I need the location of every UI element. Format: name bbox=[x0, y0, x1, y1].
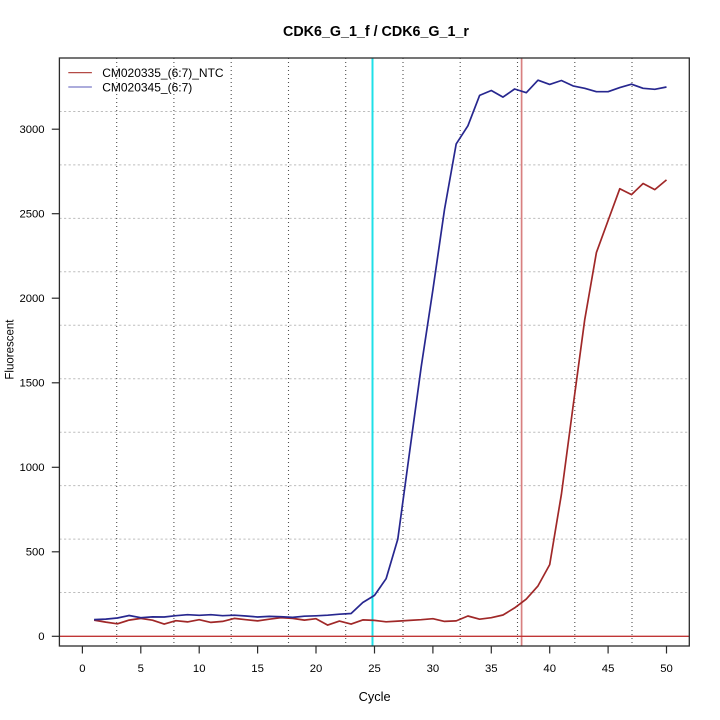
svg-text:0: 0 bbox=[79, 663, 85, 675]
svg-text:1000: 1000 bbox=[19, 462, 44, 474]
svg-text:5: 5 bbox=[138, 663, 144, 675]
svg-text:2500: 2500 bbox=[19, 209, 44, 221]
svg-text:35: 35 bbox=[485, 663, 498, 675]
svg-text:3000: 3000 bbox=[19, 124, 44, 136]
svg-text:40: 40 bbox=[543, 663, 556, 675]
svg-text:1500: 1500 bbox=[19, 378, 44, 390]
svg-text:Cycle: Cycle bbox=[359, 689, 391, 704]
svg-text:15: 15 bbox=[251, 663, 264, 675]
svg-text:CM020345_(6:7): CM020345_(6:7) bbox=[102, 80, 192, 94]
svg-text:45: 45 bbox=[602, 663, 615, 675]
svg-text:50: 50 bbox=[660, 663, 673, 675]
svg-text:30: 30 bbox=[427, 663, 440, 675]
svg-text:20: 20 bbox=[310, 663, 323, 675]
svg-text:CM020335_(6:7)_NTC: CM020335_(6:7)_NTC bbox=[102, 66, 224, 80]
svg-text:500: 500 bbox=[26, 547, 45, 559]
svg-text:2000: 2000 bbox=[19, 293, 44, 305]
svg-text:10: 10 bbox=[193, 663, 206, 675]
svg-text:CDK6_G_1_f / CDK6_G_1_r: CDK6_G_1_f / CDK6_G_1_r bbox=[283, 24, 469, 40]
svg-text:Fluorescent: Fluorescent bbox=[5, 319, 17, 380]
svg-text:0: 0 bbox=[38, 631, 44, 643]
svg-text:25: 25 bbox=[368, 663, 381, 675]
